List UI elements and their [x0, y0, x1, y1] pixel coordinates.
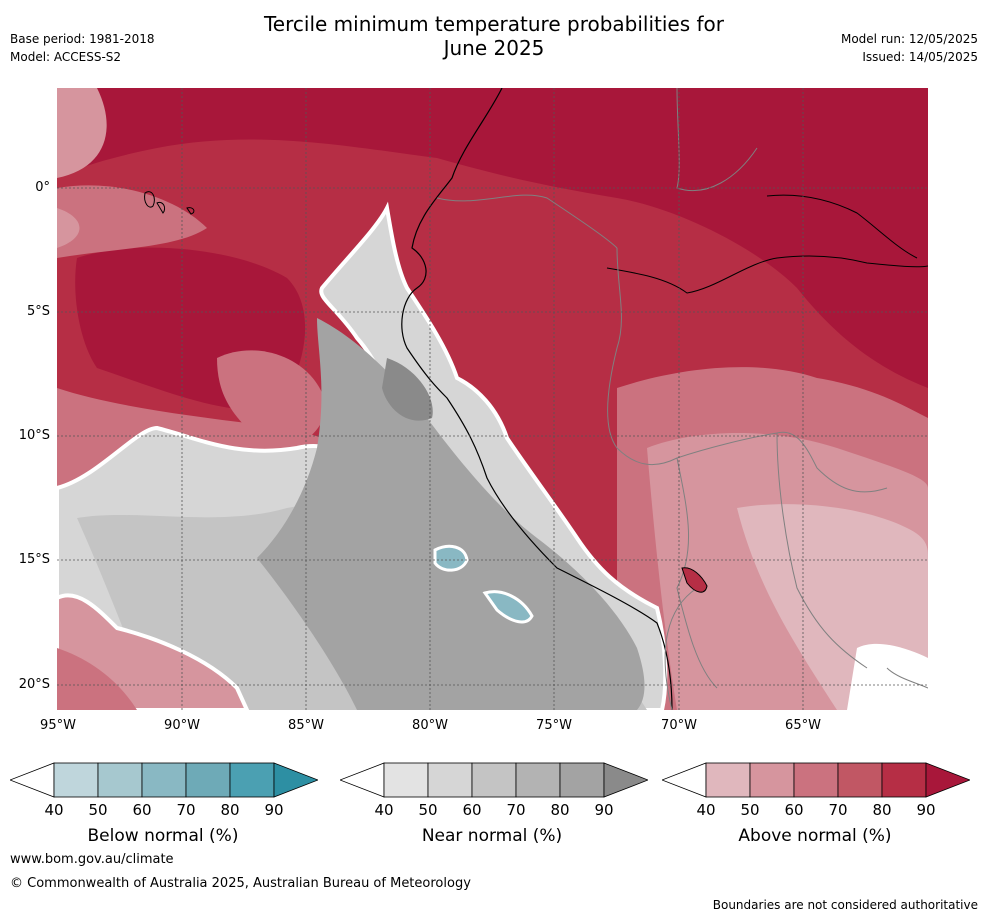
galapagos-islands — [144, 191, 195, 215]
above-normal-label: Above normal (%) — [738, 826, 892, 846]
colorbar-tick-label: 70 — [176, 801, 196, 819]
title-line-1: Tercile minimum temperature probabilitie… — [263, 12, 725, 36]
issued-text: Issued: 14/05/2025 — [862, 50, 978, 64]
colorbar-tick-label: 80 — [872, 801, 892, 819]
colorbar-tick-label: 90 — [594, 801, 614, 819]
base-period-text: Base period: 1981-2018 — [10, 32, 155, 46]
colorbar-left-arrow — [340, 762, 385, 798]
lake-titicaca — [681, 567, 708, 593]
above-90-north — [57, 88, 928, 388]
lon-label: 90°W — [164, 718, 200, 733]
colorbar-tick-label: 60 — [132, 801, 152, 819]
below-normal-blob-1 — [433, 544, 469, 572]
below-normal-blob-2 — [482, 590, 534, 624]
below-normal-colorbar — [10, 762, 318, 798]
lon-label: 80°W — [412, 718, 448, 733]
lat-label: 5°S — [26, 304, 50, 319]
map-gridlines — [57, 88, 928, 710]
river-north — [766, 194, 918, 259]
probability-map — [57, 88, 928, 710]
colorbar-tick-label: 40 — [696, 801, 716, 819]
colorbar-segment — [427, 762, 473, 798]
colorbar-segment — [705, 762, 751, 798]
colorbar-segment — [793, 762, 839, 798]
lon-label: 95°W — [40, 718, 76, 733]
colorbar-segment — [229, 762, 275, 798]
amazon-river — [606, 255, 928, 294]
colorbar-segment — [881, 762, 927, 798]
colorbar-tick-label: 50 — [740, 801, 760, 819]
lat-label: 0° — [35, 180, 50, 195]
colorbar-tick-label: 90 — [264, 801, 284, 819]
model-run-text: Model run: 12/05/2025 — [840, 32, 978, 46]
colorbar-tick-label: 50 — [418, 801, 438, 819]
below-normal-label: Below normal (%) — [87, 826, 239, 846]
colorbar-segment — [53, 762, 99, 798]
lon-label: 75°W — [536, 718, 572, 733]
colorbar-left-arrow — [10, 762, 55, 798]
above-70-west — [57, 185, 207, 258]
colorbar-tick-label: 40 — [44, 801, 64, 819]
colorbar-segment — [97, 762, 143, 798]
lat-label: 10°S — [18, 428, 50, 443]
colorbar-tick-label: 60 — [462, 801, 482, 819]
coastline — [401, 88, 673, 710]
colorbar-tick-label: 40 — [374, 801, 394, 819]
lat-label: 20°S — [18, 677, 50, 692]
colorbar-left-arrow — [662, 762, 707, 798]
website-link[interactable]: www.bom.gov.au/climate — [10, 852, 174, 867]
meta-right: Model run: 12/05/2025 Issued: 14/05/2025 — [841, 30, 978, 66]
lat-label: 15°S — [18, 552, 50, 567]
above-70-southwest — [57, 648, 137, 710]
above-normal-colorbar — [662, 762, 970, 798]
colorbar-segment — [471, 762, 517, 798]
near-normal-deep — [382, 358, 433, 421]
colorbar-tick-label: 70 — [828, 801, 848, 819]
colorbar-segment — [141, 762, 187, 798]
colorbar-tick-label: 60 — [784, 801, 804, 819]
colorbar-right-arrow — [603, 762, 648, 798]
near-normal-darkest — [257, 318, 645, 710]
colorbar-segment — [515, 762, 561, 798]
colorbar-tick-label: 80 — [220, 801, 240, 819]
lon-label: 65°W — [785, 718, 821, 733]
colorbar-tick-label: 80 — [550, 801, 570, 819]
above-60-west — [57, 88, 107, 248]
colorbar-tick-label: 90 — [916, 801, 936, 819]
colorbar-right-arrow — [273, 762, 318, 798]
colorbar-segment — [749, 762, 795, 798]
model-text: Model: ACCESS-S2 — [10, 50, 122, 64]
disclaimer-text: Boundaries are not considered authoritat… — [712, 898, 978, 912]
near-normal-colorbar — [340, 762, 648, 798]
meta-left: Base period: 1981-2018 Model: ACCESS-S2 — [10, 30, 155, 66]
title-line-2: June 2025 — [443, 36, 545, 60]
lon-label: 85°W — [288, 718, 324, 733]
copyright-text: © Commonwealth of Australia 2025, Austra… — [10, 876, 471, 891]
colorbar-segment — [185, 762, 231, 798]
colorbar-tick-label: 50 — [88, 801, 108, 819]
colorbar-segment — [559, 762, 605, 798]
colorbar-segment — [383, 762, 429, 798]
above-70-mid — [217, 350, 327, 446]
above-40-southeast — [847, 643, 928, 710]
map-title: Tercile minimum temperature probabilitie… — [0, 12, 988, 60]
colorbar-tick-label: 70 — [506, 801, 526, 819]
near-normal-label: Near normal (%) — [421, 826, 563, 846]
colorbar-segment — [837, 762, 883, 798]
lon-label: 70°W — [661, 718, 697, 733]
colorbar-right-arrow — [925, 762, 970, 798]
